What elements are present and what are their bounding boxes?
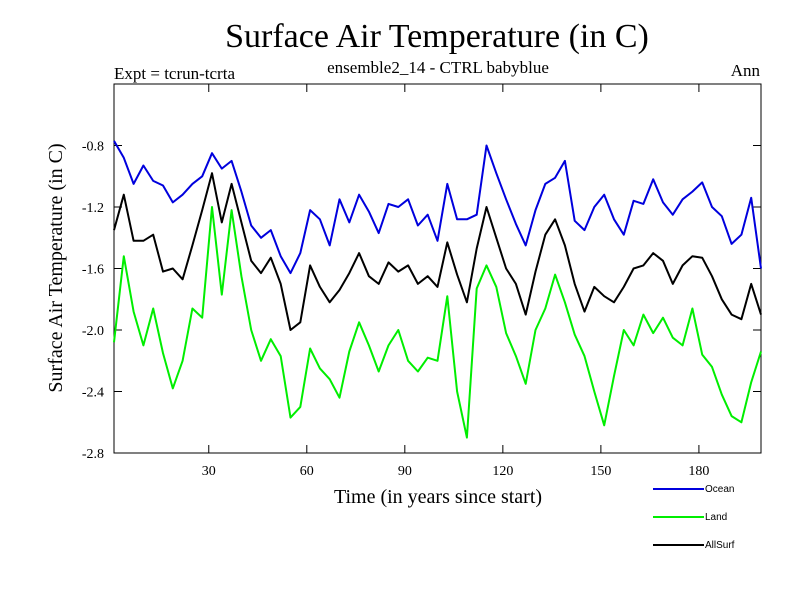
y-tick-label: -2.4 (82, 386, 104, 401)
series-line-land (113, 206, 762, 439)
y-axis-label: Surface Air Temperature (in C) (45, 143, 67, 392)
x-tick-label: 180 (688, 464, 709, 479)
plot-frame (113, 83, 762, 454)
series-line-allsurf (113, 172, 762, 331)
x-ticks-group: 30 60 90 120 150 180 (202, 84, 709, 479)
x-axis-label: Time (in years since start) (334, 486, 542, 508)
chart-subtitle-right: Ann (731, 61, 761, 80)
legend-label-land: Land (705, 512, 727, 523)
legend: Ocean Land AllSurf (653, 484, 735, 551)
series-line-ocean (113, 140, 762, 275)
y-tick-label: -0.8 (82, 140, 104, 155)
legend-label-ocean: Ocean (705, 484, 734, 495)
chart-title: Surface Air Temperature (in C) (225, 18, 649, 55)
y-tick-label: -1.6 (82, 263, 104, 278)
y-tick-label: -2.8 (82, 447, 104, 462)
x-tick-label: 120 (492, 464, 513, 479)
y-ticks-group: -2.8 -2.4 -2.0 -1.6 -1.2 -0.8 (82, 140, 761, 462)
y-tick-label: -2.0 (82, 324, 104, 339)
series-lines-group (113, 140, 762, 439)
x-tick-label: 30 (202, 464, 216, 479)
x-tick-label: 90 (398, 464, 412, 479)
x-tick-label: 60 (300, 464, 314, 479)
chart-subtitle-left: Expt = tcrun-tcrta (114, 64, 235, 83)
y-tick-label: -1.2 (82, 201, 104, 216)
x-tick-label: 150 (590, 464, 611, 479)
chart-subtitle-center: ensemble2_14 - CTRL babyblue (327, 58, 549, 77)
legend-label-allsurf: AllSurf (705, 540, 735, 551)
